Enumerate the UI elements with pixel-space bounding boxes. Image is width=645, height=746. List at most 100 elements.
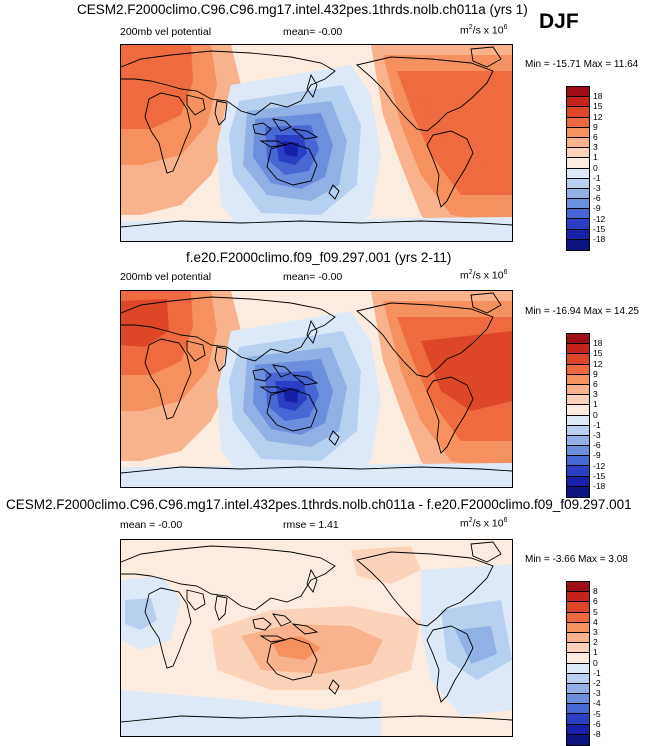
colorbar-tick-label: -1: [593, 172, 601, 183]
colorbar-tick-label: -15: [593, 223, 606, 234]
panel1-left-label: 200mb vel potential: [120, 26, 212, 38]
colorbar-tick-label: 3: [593, 627, 598, 637]
coastline: [186, 589, 206, 611]
colorbar-box: [567, 734, 589, 745]
colorbar-tick-label: -9: [593, 203, 601, 214]
coastline: [328, 430, 340, 446]
colorbar-box: [567, 714, 589, 725]
coastline: [426, 130, 474, 208]
panel3-center-label: rmse = 1.41: [283, 519, 339, 531]
colorbar-box: [567, 374, 589, 385]
coastline: [272, 118, 292, 132]
colorbar-tick-label: 9: [593, 368, 598, 379]
panel2-colorbar: [566, 333, 590, 498]
contour-region: [121, 53, 169, 101]
colorbar-box: [567, 653, 589, 664]
colorbar-tick-label: -6: [593, 440, 601, 451]
coastline: [470, 46, 502, 68]
contour-region: [421, 85, 512, 165]
colorbar-box: [567, 694, 589, 705]
colorbar-box: [567, 612, 589, 623]
coastline: [121, 220, 512, 228]
season-label: DJF: [539, 10, 579, 33]
coastline: [306, 319, 318, 344]
coastline: [291, 374, 319, 386]
colorbar-tick-label: 0: [593, 657, 598, 668]
colorbar-box: [567, 673, 589, 684]
contour-region: [121, 463, 512, 487]
coastline: [426, 376, 474, 454]
coastline: [356, 56, 494, 132]
coastline: [266, 637, 318, 681]
colorbar-tick-label: 12: [593, 358, 603, 369]
colorbar-tick-label: 8: [593, 586, 598, 597]
coastline: [186, 94, 206, 116]
panel1-min-max: Min = -15.71 Max = 11.64: [525, 59, 639, 70]
colorbar-tick-label: 1: [593, 647, 598, 658]
colorbar-box: [567, 476, 589, 487]
colorbar-tick-label: 9: [593, 121, 598, 132]
colorbar-tick-label: 15: [593, 101, 603, 112]
coastline: [144, 92, 192, 174]
coastline: [186, 340, 206, 362]
colorbar-tick-label: 4: [593, 616, 598, 627]
panel1-map: [120, 44, 513, 242]
coastline: [144, 338, 192, 420]
coastline: [291, 623, 319, 635]
colorbar-tick-label: 6: [593, 379, 598, 389]
coastline: [252, 122, 272, 136]
coastline: [328, 679, 340, 695]
coastline: [272, 364, 292, 378]
coastline: [144, 587, 192, 669]
colorbar-box: [567, 395, 589, 406]
contour-region: [283, 387, 299, 403]
coastline: [266, 388, 318, 432]
coastline: [214, 100, 228, 126]
contour-region: [351, 546, 421, 584]
coastline: [252, 617, 272, 631]
colorbar-tick-label: -9: [593, 450, 601, 461]
colorbar-tick-label: 6: [593, 596, 598, 607]
contour-region: [121, 217, 512, 241]
coastline: [306, 568, 318, 593]
colorbar-box: [567, 97, 589, 108]
colorbar-tick-label: -5: [593, 708, 601, 719]
colorbar-box: [567, 107, 589, 118]
colorbar-tick-label: -4: [593, 698, 601, 709]
colorbar-box: [567, 127, 589, 138]
coastline: [306, 73, 318, 98]
colorbar-box: [567, 87, 589, 98]
colorbar-box: [567, 425, 589, 436]
colorbar-box: [567, 229, 589, 240]
coastline: [356, 302, 494, 378]
panel2-title: f.e20.F2000climo.f09_f09.297.001 (yrs 2-…: [186, 250, 452, 265]
colorbar-box: [567, 137, 589, 149]
colorbar-box: [567, 158, 589, 169]
contour-region: [121, 690, 381, 736]
coastline: [121, 296, 336, 362]
colorbar-box: [567, 466, 589, 477]
colorbar-box: [567, 354, 589, 365]
colorbar-tick-label: 3: [593, 142, 598, 153]
colorbar-box: [567, 592, 589, 603]
panel2-left-label: 200mb vel potential: [120, 271, 212, 283]
colorbar-box: [567, 683, 589, 695]
contour-region: [421, 331, 512, 411]
colorbar-box: [567, 117, 589, 128]
panel3-min-max: Min = -3.66 Max = 3.08: [525, 554, 628, 565]
colorbar-box: [567, 168, 589, 179]
colorbar-tick-label: -18: [593, 234, 606, 244]
colorbar-box: [567, 148, 589, 159]
colorbar-tick-label: -15: [593, 470, 606, 481]
colorbar-tick-label: -18: [593, 481, 606, 491]
colorbar-box: [567, 188, 589, 200]
contour-region: [271, 636, 321, 660]
colorbar-box: [567, 364, 589, 375]
coastline: [214, 346, 228, 372]
colorbar-box: [567, 582, 589, 593]
coastline: [328, 184, 340, 200]
coastline: [266, 142, 318, 186]
colorbar-tick-label: -2: [593, 678, 601, 688]
colorbar-box: [567, 602, 589, 613]
colorbar-tick-label: -8: [593, 729, 601, 739]
